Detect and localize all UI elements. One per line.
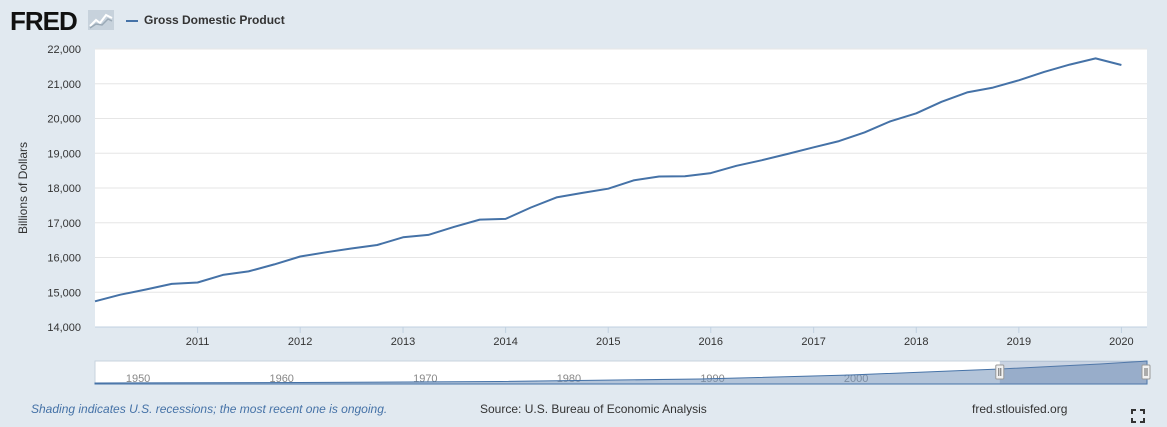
data-point[interactable] bbox=[504, 217, 508, 221]
data-point[interactable] bbox=[1042, 70, 1046, 74]
chart-header: FRED Gross Domestic Product bbox=[0, 0, 1167, 40]
data-point[interactable] bbox=[196, 281, 200, 285]
data-point[interactable] bbox=[632, 178, 636, 182]
source-text: Source: U.S. Bureau of Economic Analysis bbox=[480, 402, 707, 416]
data-point[interactable] bbox=[426, 233, 430, 237]
y-tick-label: 21,000 bbox=[47, 79, 81, 91]
data-point[interactable] bbox=[965, 90, 969, 94]
chart[interactable]: 14,000 15,000 16,000 17,000 18,000 19,000 20,0… bbox=[0, 0, 1167, 400]
data-point[interactable] bbox=[478, 218, 482, 222]
data-point[interactable] bbox=[606, 187, 610, 191]
data-point[interactable] bbox=[554, 195, 558, 199]
data-point[interactable] bbox=[1068, 63, 1072, 67]
data-point[interactable] bbox=[246, 269, 250, 273]
x-tick-label: 2018 bbox=[904, 336, 928, 348]
data-point[interactable] bbox=[452, 225, 456, 229]
data-point[interactable] bbox=[298, 254, 302, 258]
data-point[interactable] bbox=[914, 111, 918, 115]
data-point[interactable] bbox=[888, 119, 892, 123]
y-tick-label: 22,000 bbox=[47, 44, 81, 56]
recession-note: Shading indicates U.S. recessions; the m… bbox=[31, 402, 388, 416]
y-tick-label: 17,000 bbox=[47, 218, 81, 230]
navigator-selection[interactable] bbox=[999, 361, 1147, 384]
fullscreen-icon[interactable] bbox=[1131, 409, 1145, 423]
data-point[interactable] bbox=[863, 130, 867, 134]
x-tick-label: 2019 bbox=[1007, 336, 1031, 348]
data-point[interactable] bbox=[734, 164, 738, 168]
data-point[interactable] bbox=[683, 174, 687, 178]
navigator-handle[interactable] bbox=[1141, 364, 1151, 380]
navigator-series bbox=[94, 360, 1148, 385]
series-line[interactable] bbox=[94, 57, 1122, 303]
y-tick-label: 14,000 bbox=[47, 322, 81, 334]
data-point[interactable] bbox=[144, 287, 148, 291]
x-tick-label: 2014 bbox=[493, 336, 517, 348]
data-point[interactable] bbox=[529, 205, 533, 209]
data-point[interactable] bbox=[272, 262, 276, 266]
data-point[interactable] bbox=[657, 175, 661, 179]
data-point[interactable] bbox=[940, 100, 944, 104]
x-tick-label: 2017 bbox=[801, 336, 825, 348]
data-point[interactable] bbox=[580, 191, 584, 195]
legend-label: Gross Domestic Product bbox=[144, 13, 285, 27]
data-point[interactable] bbox=[709, 171, 713, 175]
data-point[interactable] bbox=[1119, 63, 1123, 67]
x-tick-label: 2020 bbox=[1109, 336, 1133, 348]
series-layer bbox=[93, 56, 1123, 303]
data-point[interactable] bbox=[786, 152, 790, 156]
x-tick-label: 2016 bbox=[699, 336, 723, 348]
data-point[interactable] bbox=[837, 139, 841, 143]
range-navigator: 195019601970198019902000 bbox=[94, 360, 1151, 385]
x-axis-ticks: 2011 2012 2013 2014 2015 2016 2017 2018 2019 2020 bbox=[95, 326, 1147, 348]
data-point[interactable] bbox=[170, 282, 174, 286]
x-tick-label: 2015 bbox=[596, 336, 620, 348]
y-tick-label: 19,000 bbox=[47, 148, 81, 160]
fred-logo[interactable]: FRED bbox=[10, 6, 78, 36]
data-point[interactable] bbox=[1017, 78, 1021, 82]
x-tick-label: 2011 bbox=[186, 336, 210, 348]
navigator-handle[interactable] bbox=[995, 364, 1005, 380]
line-graph-icon bbox=[88, 10, 114, 30]
data-point[interactable] bbox=[760, 158, 764, 162]
y-axis-ticks: 14,000 15,000 16,000 17,000 18,000 19,000 20,0… bbox=[47, 44, 81, 334]
data-point[interactable] bbox=[401, 235, 405, 239]
data-point[interactable] bbox=[349, 246, 353, 250]
data-point[interactable] bbox=[324, 250, 328, 254]
y-tick-label: 15,000 bbox=[47, 287, 81, 299]
data-point[interactable] bbox=[375, 243, 379, 247]
data-point[interactable] bbox=[221, 273, 225, 277]
y-tick-label: 16,000 bbox=[47, 253, 81, 265]
data-point[interactable] bbox=[93, 299, 97, 303]
site-link[interactable]: fred.stlouisfed.org bbox=[972, 402, 1068, 416]
navigator-tick-label: 1960 bbox=[269, 373, 293, 385]
data-point[interactable] bbox=[812, 145, 816, 149]
y-axis-label: Billions of Dollars bbox=[16, 142, 30, 234]
x-tick-label: 2013 bbox=[391, 336, 415, 348]
y-tick-label: 18,000 bbox=[47, 183, 81, 195]
legend-swatch bbox=[126, 20, 138, 22]
data-point[interactable] bbox=[118, 293, 122, 297]
data-point[interactable] bbox=[991, 86, 995, 90]
data-point[interactable] bbox=[1094, 56, 1098, 60]
navigator-tick-label: 1950 bbox=[126, 373, 150, 385]
y-tick-label: 20,000 bbox=[47, 114, 81, 126]
x-tick-label: 2012 bbox=[288, 336, 312, 348]
